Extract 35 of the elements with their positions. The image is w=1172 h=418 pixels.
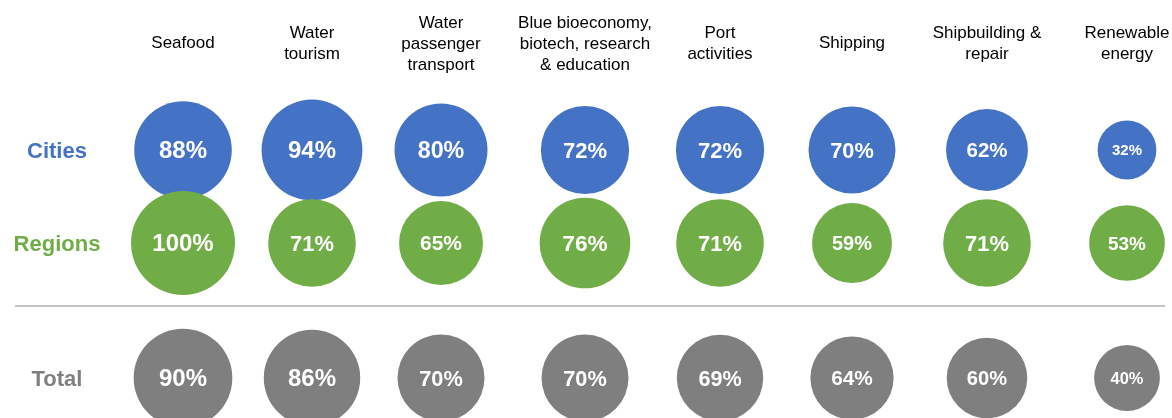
data-label: 72% [562,137,608,163]
data-label: 40% [1110,368,1144,387]
data-label: 71% [698,230,742,256]
data-label: 88% [158,136,208,164]
data-label: 71% [965,230,1009,256]
data-label: 62% [966,138,1008,162]
data-label: 72% [697,137,743,163]
series-label: Regions [13,231,101,256]
data-label: 80% [417,137,465,164]
category-label: Seafood [151,33,215,52]
data-label: 59% [832,231,873,254]
category-label: Water tourism [284,23,340,63]
data-label: 69% [698,365,742,391]
data-label: 100% [152,229,214,257]
category-label: Port activities [687,23,753,63]
category-label: Blue bioeconomy, biotech, research & education [518,13,652,74]
data-label: 71% [290,230,334,256]
data-label: 90% [158,364,208,392]
category-label: Renewable energy [1084,23,1170,63]
data-label: 64% [831,366,873,390]
data-label: 70% [419,365,463,391]
data-label: 53% [1108,232,1147,254]
category-label: Shipping [818,33,886,52]
data-label: 86% [287,364,337,392]
data-label: 70% [563,365,607,391]
category-label: Water passenger transport [401,13,482,74]
data-label: 94% [287,136,337,164]
text: Cities [27,138,87,163]
data-label: 32% [1111,141,1143,159]
data-label: 65% [420,231,463,255]
text: Total [31,366,83,391]
data-label: 76% [562,229,608,256]
data-label: 70% [830,137,874,163]
category-label: Shipbuilding & repair [932,23,1042,63]
data-label: 60% [966,367,1008,390]
